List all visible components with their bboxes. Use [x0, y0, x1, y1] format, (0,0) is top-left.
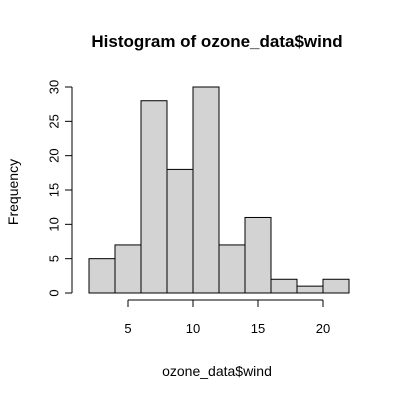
x-tick-label-5: 5: [124, 321, 131, 336]
histogram-bar-7: [270, 278, 298, 294]
x-tick-label-15: 15: [251, 321, 265, 336]
x-axis-label: ozone_data$wind: [162, 363, 272, 379]
histogram-bar-5: [218, 244, 246, 294]
histogram-bar-8: [296, 285, 324, 294]
histogram-bar-6: [244, 216, 272, 294]
y-axis: 0 5 10 15 20 25 30: [47, 80, 73, 297]
histogram-bar-0: [88, 258, 116, 294]
y-tick-label-30: 30: [47, 80, 62, 94]
histogram-bar-3: [166, 168, 194, 294]
y-axis-label: Frequency: [5, 159, 21, 225]
y-tick-label-15: 15: [47, 183, 62, 197]
histogram-bar-4: [192, 86, 220, 294]
y-tick-label-10: 10: [47, 217, 62, 231]
x-axis: 5 10 15 20: [124, 299, 330, 336]
y-tick-label-20: 20: [47, 148, 62, 162]
histogram-bar-1: [114, 244, 142, 294]
histogram-bar-2: [140, 100, 168, 294]
y-tick-label-25: 25: [47, 114, 62, 128]
histogram-bar-9: [322, 278, 350, 294]
chart-title: Histogram of ozone_data$wind: [91, 32, 342, 51]
y-tick-label-0: 0: [47, 289, 62, 296]
bars-group: [88, 86, 350, 294]
x-tick-label-10: 10: [186, 321, 200, 336]
y-tick-label-5: 5: [47, 255, 62, 262]
x-tick-label-20: 20: [316, 321, 330, 336]
